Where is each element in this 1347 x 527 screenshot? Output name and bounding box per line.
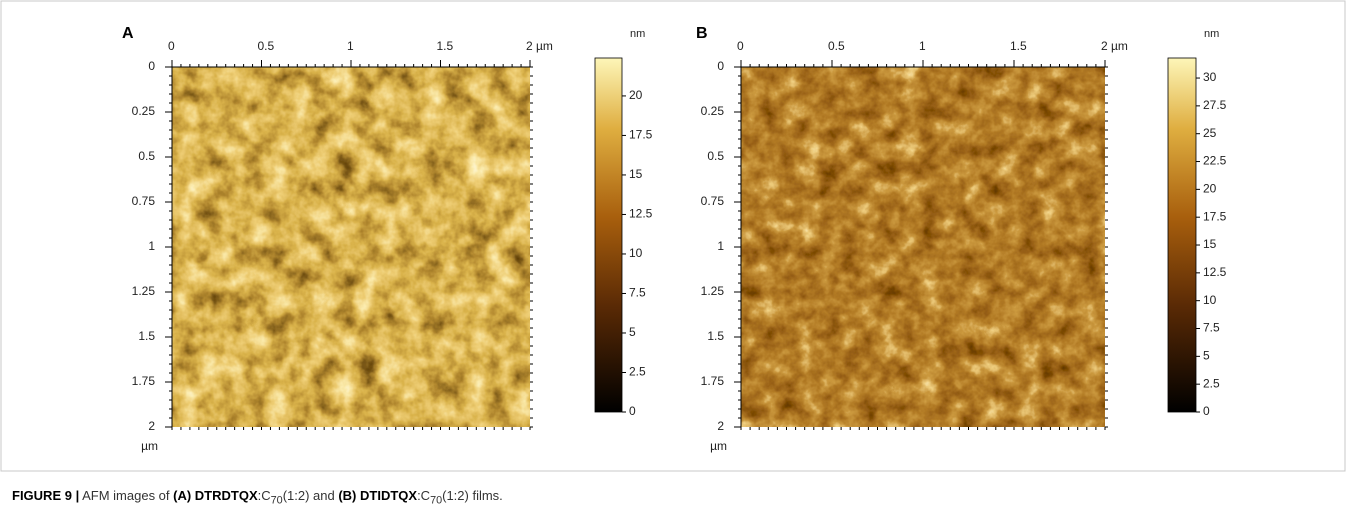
colorbar-tick-label: 12.5 [629, 207, 653, 221]
y-tick-label: 0.5 [707, 149, 724, 163]
colorbar [594, 57, 623, 413]
panel-label: A [122, 25, 134, 42]
caption-text: (A) DTRDTQX [173, 488, 258, 503]
panel-label: B [696, 25, 708, 42]
caption-text: (1:2) films. [442, 488, 503, 503]
colorbar-tick-label: 7.5 [629, 286, 646, 300]
caption-text: 70 [270, 494, 283, 507]
colorbar-tick-label: 20 [1203, 182, 1217, 196]
y-tick-label: 0.25 [701, 104, 725, 118]
colorbar-unit: nm [1204, 28, 1219, 40]
y-tick-label: 1.25 [701, 284, 725, 298]
x-tick-label: 0 [168, 39, 175, 53]
y-tick-label: 0.75 [701, 194, 725, 208]
afm-image [741, 67, 1105, 427]
caption-text: :C [417, 488, 431, 503]
x-tick-label: 1 [919, 39, 926, 53]
figure-frame [0, 0, 1346, 472]
y-tick-label: 0.5 [138, 149, 155, 163]
x-tick-label: 0.5 [258, 39, 275, 53]
colorbar-tick-label: 15 [1203, 237, 1217, 251]
colorbar-tick-label: 12.5 [1203, 265, 1227, 279]
y-tick-label: 0 [717, 59, 724, 73]
y-tick-label: 0 [148, 59, 155, 73]
x-tick-label: 2 µm [1101, 39, 1128, 53]
y-unit: µm [141, 439, 158, 453]
caption-text: (B) DTIDTQX [338, 488, 418, 503]
colorbar-tick-label: 25 [1203, 126, 1217, 140]
y-tick-label: 1.75 [132, 374, 156, 388]
colorbar-tick-label: 20 [629, 88, 643, 102]
colorbar-tick-label: 2.5 [1203, 376, 1220, 390]
y-tick-label: 1 [717, 239, 724, 253]
colorbar-tick-label: 2.5 [629, 365, 646, 379]
afm-image [172, 67, 530, 427]
x-tick-label: 1 [347, 39, 354, 53]
colorbar-tick-label: 10 [1203, 293, 1217, 307]
colorbar-tick-label: 7.5 [1203, 321, 1220, 335]
x-tick-label: 1.5 [437, 39, 454, 53]
x-tick-label: 2 µm [526, 39, 553, 53]
colorbar-tick-label: 27.5 [1203, 98, 1227, 112]
y-tick-label: 1.75 [701, 374, 725, 388]
figure: A 0 0.5 1 1.5 2 µm 0 0.25 0.5 0.75 1 1.25 1.5 1.75 2 µm… [0, 0, 1346, 472]
x-tick-label: 0.5 [828, 39, 845, 53]
colorbar-unit: nm [630, 28, 645, 40]
colorbar-tick-label: 5 [629, 325, 636, 339]
y-tick-label: 1.5 [138, 329, 155, 343]
colorbar-tick-label: 17.5 [1203, 209, 1227, 223]
colorbar-tick-label: 0 [629, 404, 636, 418]
caption-label: FIGURE 9 | [12, 488, 80, 503]
colorbar-tick-label: 15 [629, 167, 643, 181]
colorbar-tick-label: 5 [1203, 349, 1210, 363]
y-tick-label: 0.25 [132, 104, 156, 118]
colorbar [1167, 57, 1197, 413]
caption-text: AFM images of [82, 488, 174, 503]
caption-text: 70 [430, 494, 443, 507]
y-tick-label: 0.75 [132, 194, 156, 208]
x-tick-label: 0 [737, 39, 744, 53]
y-tick-label: 1.25 [132, 284, 156, 298]
x-tick-label: 1.5 [1010, 39, 1027, 53]
colorbar-tick-label: 10 [629, 246, 643, 260]
colorbar-tick-label: 22.5 [1203, 154, 1227, 168]
colorbar-tick-label: 30 [1203, 70, 1217, 84]
y-unit: µm [710, 439, 727, 453]
colorbar-tick-label: 0 [1203, 404, 1210, 418]
caption: FIGURE 9 | AFM images of (A) DTRDTQX:C70… [12, 488, 503, 507]
caption-text: (1:2) and [282, 488, 339, 503]
y-tick-label: 2 [717, 419, 724, 433]
y-tick-label: 1.5 [707, 329, 724, 343]
colorbar-tick-label: 17.5 [629, 128, 653, 142]
caption-text: :C [257, 488, 271, 503]
y-tick-label: 1 [148, 239, 155, 253]
y-tick-label: 2 [148, 419, 155, 433]
